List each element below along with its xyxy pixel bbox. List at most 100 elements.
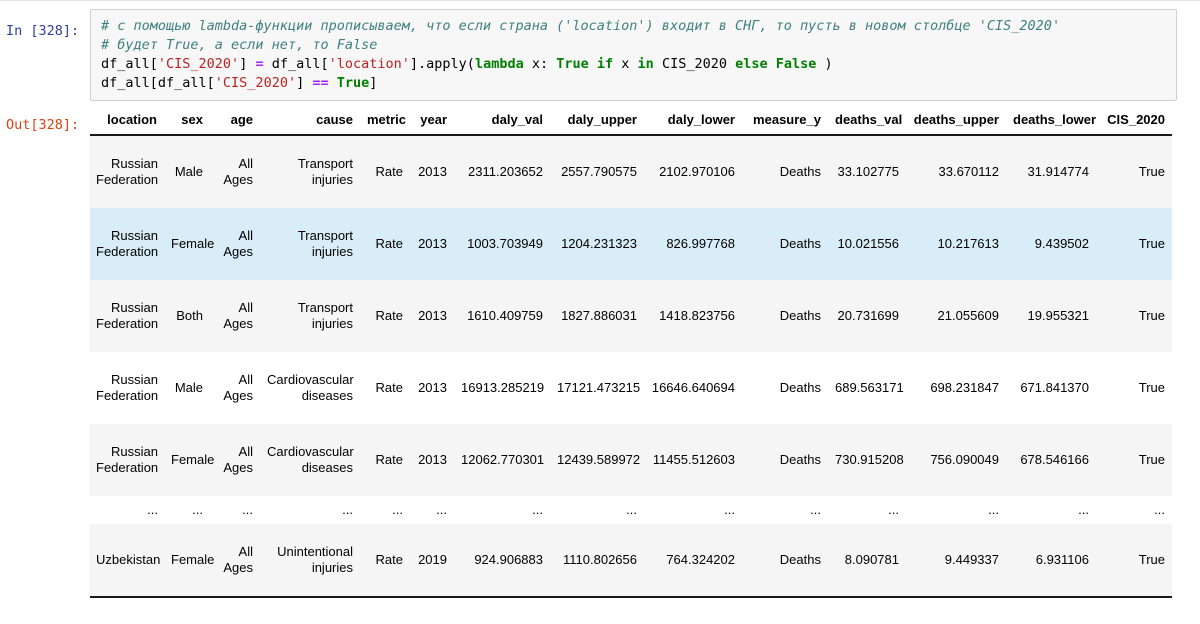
table-cell: 12062.770301	[461, 452, 545, 467]
table-cell: 9.439502	[1034, 236, 1089, 251]
table-row: Uzbekistan Female All Ages Unintentional in…	[90, 524, 1172, 597]
table-cell: 1827.886031	[561, 308, 637, 323]
code-cell-row: In [328]: # с помощью lambda-функции про…	[0, 9, 1200, 101]
code-token-string: 'CIS_2020'	[214, 75, 297, 91]
table-cell: Female	[171, 452, 215, 467]
table-cell: 9.449337	[944, 552, 999, 567]
table-cell: 16646.640694	[651, 380, 735, 395]
table-cell: True	[1138, 308, 1165, 323]
table-header: location sex age cause metric year daly_val dal…	[90, 107, 1172, 136]
code-token-kw: if	[596, 56, 614, 72]
table-cell: 2013	[418, 164, 447, 179]
column-header: daly_upper	[550, 107, 644, 136]
table-cell: Uzbekistan	[96, 552, 161, 567]
code-token-comment: # будет True, а если нет, то False	[101, 37, 378, 53]
code-token-comment: # с помощью lambda-функции прописываем, …	[101, 18, 1061, 34]
table-cell: 2013	[418, 380, 447, 395]
table-cell: True	[1138, 452, 1165, 467]
table-cell: 671.841370	[1020, 380, 1089, 395]
code-token-string: 'location'	[328, 56, 410, 72]
table-cell: ...	[810, 502, 821, 517]
table-row: Russian Federation Female All Ages Transpor…	[90, 208, 1172, 280]
table-cell: 10.217613	[937, 236, 999, 251]
table-cell: True	[1138, 552, 1165, 567]
table-cell: All Ages	[223, 300, 253, 331]
table-cell: Rate	[375, 236, 403, 251]
table-cell: 698.231847	[930, 380, 999, 395]
table-cell: 19.955321	[1027, 308, 1089, 323]
table-cell: Russian Federation	[96, 156, 159, 187]
table-cell: 17121.473215	[557, 380, 641, 395]
table-cell: ...	[724, 502, 735, 517]
table-cell: ...	[192, 502, 203, 517]
code-token-plain: df_all[df_all[	[101, 75, 215, 91]
code-token-kw: else	[735, 56, 768, 72]
code-line: # будет True, а если нет, то False	[101, 36, 1166, 55]
table-cell: 756.090049	[930, 452, 999, 467]
table-cell: Transport injuries	[297, 228, 353, 259]
table-cell: ...	[988, 502, 999, 517]
code-token-plain: x	[613, 56, 638, 72]
table-cell: Rate	[375, 552, 403, 567]
code-lines-container: # с помощью lambda-функции прописываем, …	[101, 17, 1166, 93]
table-cell: 2557.790575	[561, 164, 637, 179]
table-cell: 2013	[418, 308, 447, 323]
column-header: CIS_2020	[1096, 107, 1172, 136]
table-cell: 10.021556	[837, 236, 899, 251]
table-cell: Deaths	[779, 308, 821, 323]
code-line: # с помощью lambda-функции прописываем, …	[101, 17, 1166, 36]
table-cell: 2102.970106	[659, 164, 735, 179]
code-token-plain: )	[816, 56, 833, 72]
output-cell-row: Out[328]: location sex age cause metric year d…	[0, 107, 1200, 598]
table-cell: Cardiovascular diseases	[267, 444, 354, 475]
table-cell: 2019	[418, 552, 447, 567]
table-cell: 33.102775	[837, 164, 899, 179]
column-header: cause	[260, 107, 360, 136]
column-header: year	[410, 107, 454, 136]
dataframe-table: location sex age cause metric year daly_val dal…	[90, 107, 1172, 598]
table-cell: Deaths	[779, 552, 821, 567]
table-cell: 2013	[418, 236, 447, 251]
table-cell: Deaths	[779, 236, 821, 251]
table-cell: Russian Federation	[96, 228, 159, 259]
table-cell: 730.915208	[835, 452, 904, 467]
code-token-kw: in	[637, 56, 654, 72]
table-cell: 1418.823756	[659, 308, 735, 323]
table-cell: Both	[176, 308, 203, 323]
ellipsis-row: ........................................…	[90, 496, 1172, 524]
table-cell: Rate	[375, 380, 403, 395]
output-area: location sex age cause metric year daly_val dal…	[90, 107, 1200, 598]
table-cell: 2013	[418, 452, 447, 467]
table-cell: 20.731699	[837, 308, 899, 323]
table-cell: 764.324202	[666, 552, 735, 567]
table-cell: Russian Federation	[96, 300, 159, 331]
table-cell: 6.931106	[1035, 552, 1089, 567]
column-header: deaths_lower	[1006, 107, 1096, 136]
table-cell: Male	[174, 380, 203, 395]
column-header: age	[210, 107, 260, 136]
table-cell: Deaths	[779, 452, 821, 467]
code-token-plain: ]	[239, 56, 256, 72]
code-token-plain: x:	[523, 56, 557, 72]
table-cell: Russian Federation	[96, 372, 159, 403]
table-cell: 826.997768	[666, 236, 735, 251]
code-token-plain: df_all[	[263, 56, 329, 72]
code-token-op: ==	[312, 75, 329, 91]
table-cell: All Ages	[223, 444, 253, 475]
table-cell: All Ages	[223, 372, 253, 403]
table-cell: Deaths	[779, 380, 821, 395]
table-cell: ...	[626, 502, 637, 517]
table-cell: All Ages	[223, 228, 253, 259]
table-cell: 31.914774	[1027, 164, 1089, 179]
table-cell: 2311.203652	[468, 164, 543, 179]
table-cell: Transport injuries	[297, 156, 353, 187]
code-line: df_all['CIS_2020'] = df_all['location'].…	[101, 55, 1166, 74]
table-cell: 12439.589972	[557, 452, 641, 467]
table-cell: 33.670112	[938, 164, 1000, 179]
code-editor[interactable]: # с помощью lambda-функции прописываем, …	[90, 9, 1177, 101]
table-cell: 678.546166	[1020, 452, 1089, 467]
table-cell: 1110.802656	[563, 552, 637, 567]
code-token-kw: lambda	[474, 56, 524, 72]
table-cell: ...	[436, 502, 447, 517]
